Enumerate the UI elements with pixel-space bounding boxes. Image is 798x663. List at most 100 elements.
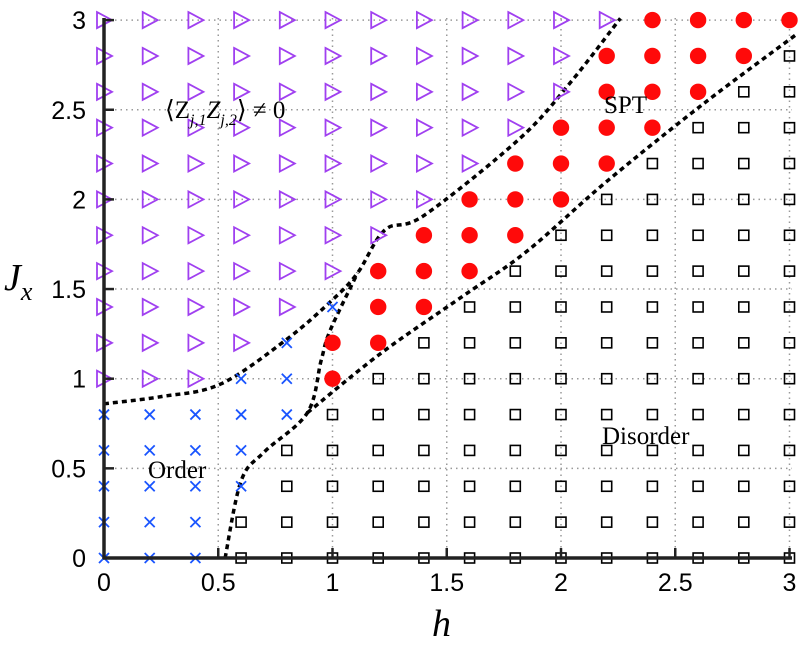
triangle-marker (187, 189, 206, 209)
square-marker (646, 229, 659, 242)
circle-marker (598, 47, 615, 65)
triangle-marker (370, 10, 389, 30)
circle-marker (689, 47, 707, 65)
circle-marker (370, 334, 387, 352)
square-marker (737, 516, 750, 528)
triangle-marker (370, 189, 389, 209)
square-marker (555, 372, 567, 385)
triangle-marker (141, 225, 160, 245)
y-tick-label: 0.5 (51, 455, 86, 483)
circle-marker (735, 47, 752, 65)
triangle-marker (187, 369, 206, 389)
triangle-marker (598, 10, 617, 30)
square-marker (646, 337, 659, 349)
y-tick-label: 1 (72, 366, 86, 394)
cross-marker (189, 516, 202, 528)
triangle-marker (233, 261, 252, 281)
triangle-marker (233, 154, 252, 174)
square-marker (463, 301, 476, 313)
square-marker (463, 444, 476, 457)
square-marker (280, 516, 293, 528)
axis-ticks: 0 0.5 1 1.5 2 2.5 3 0 0.5 1 1.5 2 2.5 3 (51, 7, 796, 597)
circle-marker (507, 191, 524, 208)
circle-marker (552, 155, 570, 172)
y-tick-label: 3 (72, 7, 86, 35)
cross-marker (326, 301, 339, 313)
square-marker (600, 444, 613, 457)
square-marker (509, 337, 522, 349)
x-tick-label: 0 (97, 569, 111, 597)
x-tick-label: 0.5 (201, 569, 236, 597)
square-marker (600, 516, 613, 528)
cross-marker (144, 408, 156, 421)
triangle-marker (461, 46, 480, 66)
triangle-marker (507, 118, 526, 138)
square-marker (737, 372, 750, 385)
circle-marker (689, 83, 707, 101)
triangle-marker (461, 154, 480, 174)
square-marker (737, 301, 750, 313)
x-tick-label: 1.5 (429, 569, 464, 597)
square-marker (509, 265, 522, 277)
triangle-marker (416, 46, 434, 66)
triangle-marker (141, 369, 160, 389)
y-tick-label: 1.5 (51, 276, 86, 304)
square-marker (692, 444, 704, 457)
square-marker (646, 516, 659, 528)
triangle-marker (416, 189, 434, 209)
triangle-marker (461, 10, 480, 30)
triangle-marker (370, 225, 389, 245)
square-marker (692, 229, 704, 242)
circle-marker (370, 262, 387, 280)
triangle-marker (278, 261, 297, 281)
data-markers (96, 10, 798, 564)
y-axis-label: Jx (4, 257, 33, 306)
square-marker (600, 480, 613, 493)
circle-marker (689, 11, 707, 29)
triangle-marker (278, 225, 297, 245)
triangle-marker (324, 82, 343, 102)
cross-marker (281, 408, 293, 421)
triangle-marker (233, 118, 252, 138)
triangle-marker (324, 154, 343, 174)
triangle-marker (553, 10, 571, 30)
triangle-marker (324, 189, 343, 209)
triangle-marker (324, 225, 343, 245)
circle-marker (507, 155, 524, 172)
square-marker (737, 86, 750, 98)
circle-marker (552, 191, 570, 208)
triangle-marker (507, 82, 526, 102)
square-marker (600, 372, 613, 385)
square-marker (418, 372, 430, 385)
x-tick-label: 1 (326, 569, 340, 597)
square-marker (555, 480, 567, 493)
triangle-marker (507, 46, 526, 66)
triangle-marker (370, 46, 389, 66)
circle-marker (598, 83, 615, 101)
square-marker (737, 193, 750, 206)
square-marker (783, 121, 796, 134)
triangle-marker (233, 10, 252, 30)
square-marker (418, 516, 430, 528)
x-tick-label: 2.5 (658, 569, 693, 597)
square-marker (418, 480, 430, 493)
square-marker (783, 229, 796, 242)
triangle-marker (141, 297, 160, 317)
circle-marker (644, 47, 661, 65)
square-marker (692, 337, 704, 349)
square-marker (783, 86, 796, 98)
square-marker (646, 372, 659, 385)
square-marker (600, 265, 613, 277)
triangle-marker (416, 82, 434, 102)
square-marker (692, 157, 704, 170)
square-marker (737, 444, 750, 457)
square-marker (509, 444, 522, 457)
triangle-marker (324, 46, 343, 66)
square-marker (280, 480, 293, 493)
spt-label: SPT (604, 92, 647, 119)
square-marker (646, 265, 659, 277)
y-tick-label: 2 (72, 186, 86, 214)
square-marker (235, 516, 247, 528)
square-marker (737, 121, 750, 134)
